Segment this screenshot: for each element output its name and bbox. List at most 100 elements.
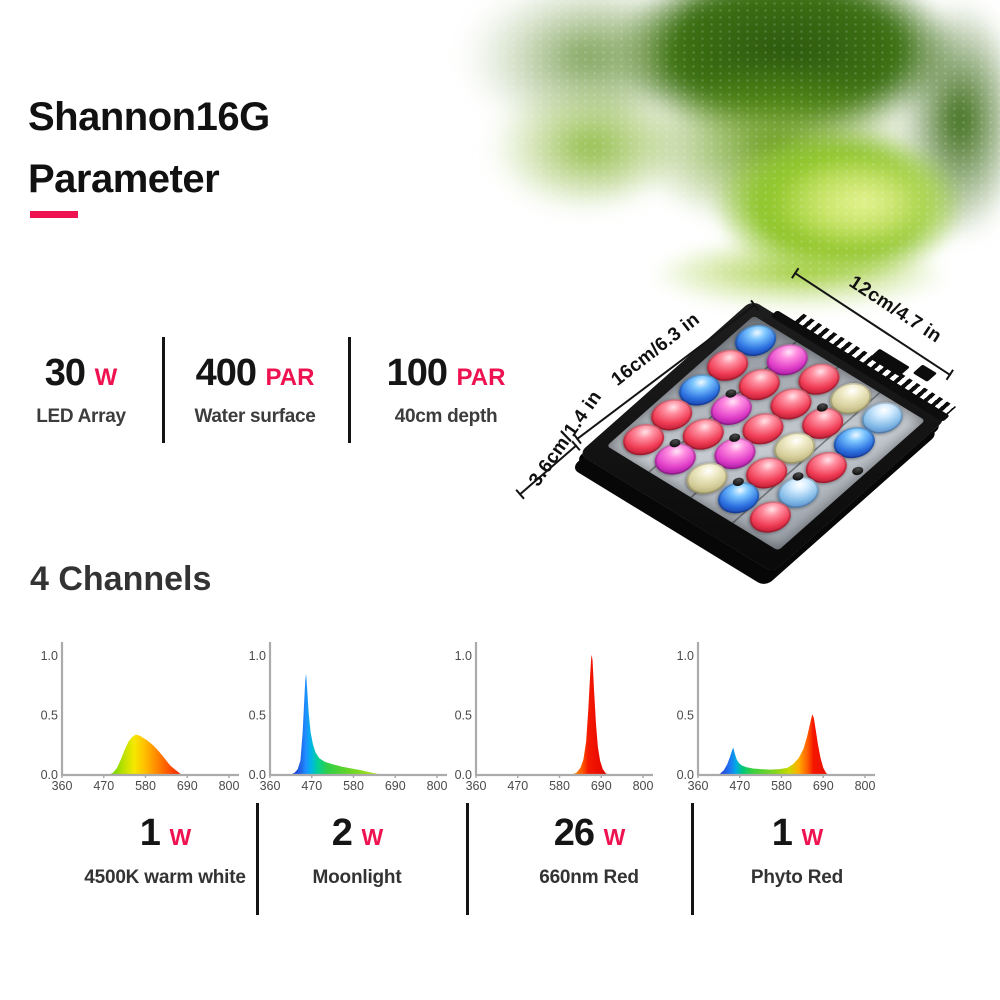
led-lens-blue (670, 368, 729, 412)
title-underline (30, 211, 78, 218)
spec-value-row: 400 PAR (155, 352, 355, 399)
x-tick-label: 690 (591, 779, 612, 793)
spec-value-row: 30 W (0, 352, 181, 399)
channel-moonlight: 2 W Moonlight (247, 812, 467, 889)
spec-value: 400 (195, 352, 257, 394)
channel-name: 660nm Red (539, 867, 639, 888)
led-lens-red (761, 382, 821, 426)
spectrum-chart-moonlight: 360 470 580 690 800 0.0 0.5 1.0 (249, 642, 448, 793)
panel-screw (849, 465, 866, 477)
led-lens-cream (677, 456, 737, 501)
channel-unit: W (361, 824, 383, 850)
led-lens-red (793, 401, 852, 446)
y-tick-label: 0.0 (41, 768, 58, 782)
led-lens-red (733, 407, 793, 451)
x-tick-label: 470 (301, 779, 322, 793)
spec-value-row: 100 PAR (346, 352, 546, 399)
x-tick-label: 580 (343, 779, 364, 793)
panel-seam (732, 392, 881, 524)
spec-led-array: 30 W LED Array (0, 352, 181, 428)
channel-unit: W (801, 824, 823, 850)
led-lens-cream (765, 426, 824, 470)
channel-divider (691, 803, 694, 915)
spectrum-chart-phyto-red: 360 470 580 690 800 0.0 0.5 1.0 (677, 642, 875, 793)
x-tick-label: 470 (729, 779, 750, 793)
led-lens-lightblue (853, 396, 912, 440)
spec-divider (162, 337, 165, 443)
spec-unit: W (94, 364, 118, 391)
x-tick-label: 690 (385, 779, 406, 793)
y-tick-label: 0.5 (455, 709, 472, 723)
x-tick-label: 360 (260, 779, 281, 793)
x-tick-label: 800 (427, 779, 448, 793)
page-title: Shannon16G Parameter (28, 86, 270, 210)
led-lens-blue (709, 476, 768, 520)
dimension-line-height (518, 444, 578, 496)
moss-fade (300, 0, 1000, 365)
chart-axes (696, 642, 875, 777)
x-tick-label: 470 (507, 779, 528, 793)
y-tick-label: 1.0 (41, 649, 58, 663)
spectrum-area (290, 673, 385, 775)
spec-divider (348, 337, 351, 443)
y-tick-label: 0.5 (249, 709, 266, 723)
spec-label: Water surface (194, 406, 316, 427)
x-tick-label: 690 (813, 779, 834, 793)
spectrum-area (108, 734, 184, 775)
y-tick-label: 0.0 (677, 768, 694, 782)
y-tick-label: 1.0 (677, 649, 694, 663)
y-tick-label: 0.5 (41, 709, 58, 723)
channels-heading: 4 Channels (30, 560, 212, 598)
channel-power: 26 (553, 812, 595, 854)
channel-warm-white: 1 W 4500K warm white (55, 812, 275, 889)
led-lens-red (642, 393, 701, 437)
x-tick-label: 800 (219, 779, 240, 793)
panel-screw (723, 387, 739, 400)
led-lens-lightblue (769, 470, 828, 515)
channel-power-row: 1 W (55, 812, 275, 858)
page-title-line2: Parameter (28, 157, 220, 201)
channel-name: Moonlight (312, 867, 402, 888)
spec-depth: 100 PAR 40cm depth (346, 352, 546, 428)
x-tick-label: 800 (633, 779, 654, 793)
x-tick-label: 580 (771, 779, 792, 793)
moss-photo (300, 0, 1000, 365)
mount-bracket-small (912, 364, 937, 382)
led-lens-magenta (646, 437, 705, 481)
channel-power: 1 (139, 812, 161, 854)
x-tick-label: 690 (177, 779, 198, 793)
led-lens-magenta (702, 387, 761, 432)
channel-unit: W (603, 824, 626, 850)
spectrum-area (716, 714, 829, 775)
led-lens-red (674, 412, 733, 456)
spec-value: 30 (44, 352, 86, 394)
led-lens-red (741, 495, 800, 539)
spectrum-chart-warm-white: 360 470 580 690 800 0.0 0.5 1.0 (41, 642, 240, 793)
x-tick-label: 360 (52, 779, 73, 793)
led-lens-red (797, 445, 856, 490)
chart-axes (268, 642, 447, 777)
x-tick-label: 360 (688, 779, 709, 793)
spec-value: 100 (386, 352, 448, 394)
x-tick-label: 360 (466, 779, 487, 793)
spec-water-surface: 400 PAR Water surface (155, 352, 355, 428)
channel-power-row: 26 W (479, 812, 699, 858)
x-tick-label: 580 (549, 779, 570, 793)
channel-power-row: 2 W (247, 812, 467, 858)
led-lens-red (737, 451, 796, 495)
spec-unit: PAR (456, 364, 506, 391)
led-lens-red (614, 417, 673, 462)
channel-power: 1 (771, 812, 793, 854)
led-lens-cream (821, 376, 880, 421)
y-tick-label: 1.0 (455, 649, 472, 663)
spec-label: 40cm depth (394, 406, 498, 427)
y-tick-label: 0.5 (677, 709, 694, 723)
panel-screw (814, 401, 831, 414)
chart-axes (474, 642, 653, 777)
x-tick-label: 580 (135, 779, 156, 793)
channel-unit: W (169, 824, 191, 850)
panel-seam (690, 366, 839, 498)
y-tick-label: 0.0 (249, 768, 266, 782)
led-lens-red (730, 362, 789, 407)
